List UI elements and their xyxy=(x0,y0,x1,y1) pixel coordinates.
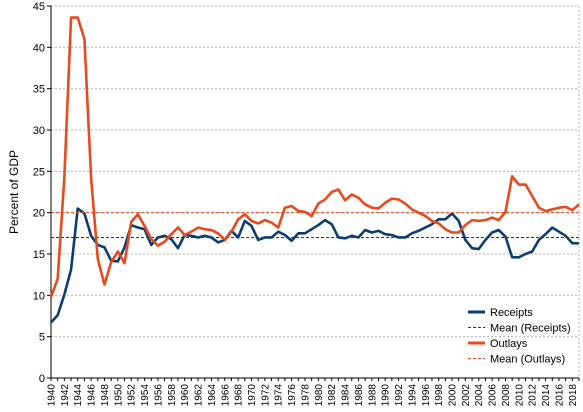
x-tick-label: 2000 xyxy=(448,384,459,407)
x-tick-label: 1992 xyxy=(394,384,405,407)
legend-label-mean-receipts: Mean (Receipts) xyxy=(490,323,571,335)
x-tick-label: 1960 xyxy=(180,384,191,407)
series-line-receipts xyxy=(50,207,579,324)
x-tick-label: 1986 xyxy=(354,384,365,407)
legend: Receipts Mean (Receipts) Outlays Mean (Outl… xyxy=(468,307,571,366)
legend-label-outlays: Outlays xyxy=(490,338,528,350)
x-tick-label: 2008 xyxy=(501,384,512,407)
x-tick-label: 1966 xyxy=(220,384,231,407)
y-tick-label: 0 xyxy=(39,373,45,385)
y-tick-label: 30 xyxy=(33,125,45,137)
x-tick-label: 2016 xyxy=(554,384,565,407)
y-tick-label: 20 xyxy=(33,208,45,220)
y-tick-label: 25 xyxy=(33,166,45,178)
x-tick-label: 1946 xyxy=(87,384,98,407)
x-tick-label: 1996 xyxy=(421,384,432,407)
y-tick-label: 15 xyxy=(33,249,45,261)
y-axis-title: Percent of GDP xyxy=(7,150,21,234)
x-tick-label: 1974 xyxy=(274,384,285,407)
x-tick-label: 1944 xyxy=(73,384,84,407)
x-tick-label: 1962 xyxy=(194,384,205,407)
x-tick-label: 2006 xyxy=(488,384,499,407)
y-tick-label: 10 xyxy=(33,290,45,302)
x-tick-label: 1948 xyxy=(100,384,111,407)
y-tick-label: 45 xyxy=(33,1,45,13)
x-tick-label: 1954 xyxy=(140,384,151,407)
x-tick-label: 1968 xyxy=(234,384,245,407)
x-tick-label: 1940 xyxy=(47,384,58,407)
x-tick-label: 1972 xyxy=(260,384,271,407)
x-tick-label: 1990 xyxy=(381,384,392,407)
x-tick-label: 1958 xyxy=(167,384,178,407)
series-line-outlays xyxy=(49,16,580,298)
x-tick-label: 1956 xyxy=(153,384,164,407)
y-tick-label: 5 xyxy=(39,332,45,344)
x-tick-label: 1978 xyxy=(300,384,311,407)
x-tick-label: 1998 xyxy=(434,384,445,407)
x-tick-label: 2010 xyxy=(514,384,525,407)
x-tick-label: 1984 xyxy=(341,384,352,407)
x-tick-label: 1942 xyxy=(60,384,71,407)
series-lines xyxy=(49,16,580,324)
x-tick-label: 1980 xyxy=(314,384,325,407)
x-tick-label: 2004 xyxy=(474,384,485,407)
x-tick-label: 1976 xyxy=(287,384,298,407)
x-tick-label: 2014 xyxy=(541,384,552,407)
legend-label-receipts: Receipts xyxy=(490,307,533,319)
x-tick-label: 1950 xyxy=(113,384,124,407)
x-tick-label: 2018 xyxy=(568,384,579,407)
y-tick-label: 35 xyxy=(33,84,45,96)
x-tick-label: 2012 xyxy=(528,384,539,407)
legend-label-mean-outlays: Mean (Outlays) xyxy=(490,354,565,366)
x-tick-label: 1952 xyxy=(127,384,138,407)
x-tick-label: 1994 xyxy=(407,384,418,407)
x-tick-label: 1964 xyxy=(207,384,218,407)
y-tick-label: 40 xyxy=(33,42,45,54)
x-tick-label: 1988 xyxy=(367,384,378,407)
x-tick-label: 1982 xyxy=(327,384,338,407)
x-tick-label: 1970 xyxy=(247,384,258,407)
x-tick-label: 2002 xyxy=(461,384,472,407)
